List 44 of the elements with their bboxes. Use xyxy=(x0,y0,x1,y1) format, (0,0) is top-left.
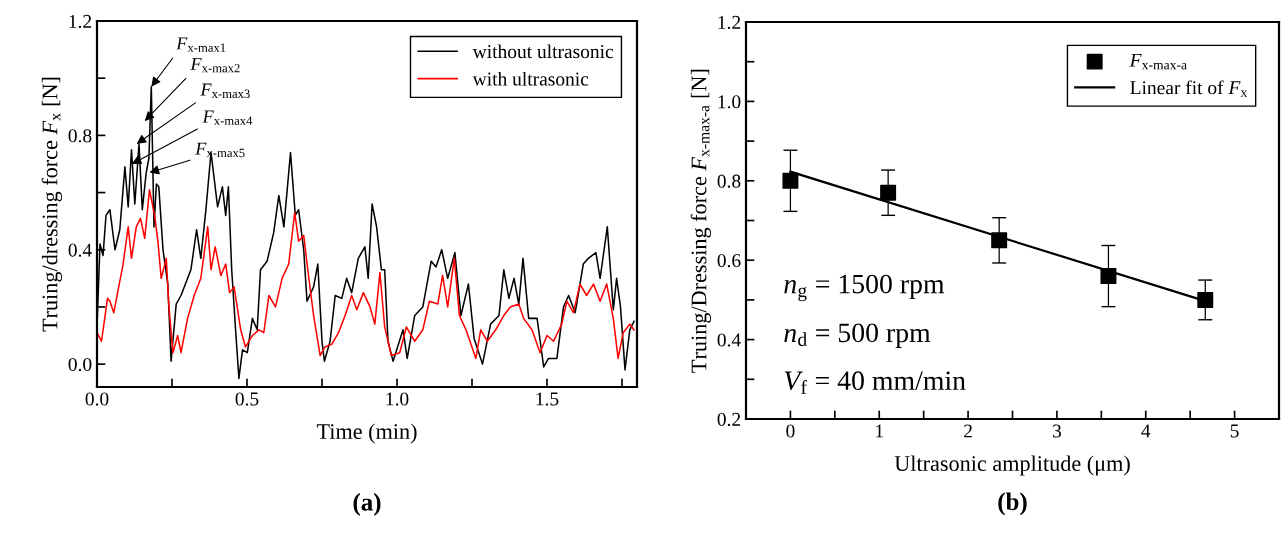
annotation: F$_{x-max3}$ xyxy=(200,83,250,99)
y-axis-title: Truing/dressing force F$_{x}$ [N] xyxy=(41,77,63,332)
x-tick-label: 3 xyxy=(1052,424,1062,438)
y-tick-label: 0.2 xyxy=(717,412,741,427)
x-axis-title: Ultrasonic amplitude (μm) xyxy=(894,455,1130,476)
y-tick-label: 1.0 xyxy=(718,95,741,109)
x-tick-label: 2 xyxy=(964,424,972,438)
line-series xyxy=(97,188,635,360)
x-tick-label: 1.0 xyxy=(386,392,409,406)
text: (b) xyxy=(998,492,1027,516)
y-tick-label: 0.8 xyxy=(68,129,92,143)
point xyxy=(991,232,1008,249)
point xyxy=(1100,268,1117,285)
annotation: n$_{d}$ = 500 rpm xyxy=(784,323,931,348)
x-axis-title: Time (min) xyxy=(316,423,417,444)
annotation: n$_{g}$ = 1500 rpm xyxy=(784,274,945,302)
text: (a) xyxy=(353,493,381,516)
annotation: V$_{f}$ = 40 mm/min xyxy=(784,371,966,394)
x-tick-label: 0.5 xyxy=(235,392,259,406)
point xyxy=(1197,291,1214,308)
y-tick-label: 0.4 xyxy=(68,243,92,257)
y-tick-label: 0.4 xyxy=(717,333,741,347)
annotation: F$_{x-max1}$ xyxy=(176,37,226,52)
legend-label: F$_{x-max-a}$ xyxy=(1129,53,1187,70)
x-tick-label: 1 xyxy=(876,424,883,438)
annotation: F$_{x-max4}$ xyxy=(202,110,253,125)
legend-label: with ultrasonic xyxy=(472,71,589,86)
annotation: F$_{x-max5}$ xyxy=(195,142,245,158)
x-tick-label: 4 xyxy=(1141,424,1151,438)
point xyxy=(782,172,799,189)
y-tick-label: 1.2 xyxy=(718,15,741,30)
legend-label: without ultrasonic xyxy=(472,44,614,59)
x-tick-label: 5 xyxy=(1230,424,1239,438)
y-tick-label: 0.8 xyxy=(717,174,741,188)
y-tick-label: 0.6 xyxy=(717,254,741,268)
point xyxy=(880,184,897,201)
annotation: F$_{x-max2}$ xyxy=(190,57,240,73)
y-axis-title: Truing/Dressing force F$_{x-max-a}$ [N] xyxy=(690,69,712,373)
x-tick-label: 1.5 xyxy=(536,392,559,406)
legend-label: Linear fit of F$_{x}$ xyxy=(1130,80,1248,97)
y-tick-label: 0.0 xyxy=(68,357,92,372)
x-tick-label: 0 xyxy=(786,424,795,438)
x-tick-label: 0.0 xyxy=(85,392,109,406)
y-tick-label: 1.2 xyxy=(69,14,92,29)
